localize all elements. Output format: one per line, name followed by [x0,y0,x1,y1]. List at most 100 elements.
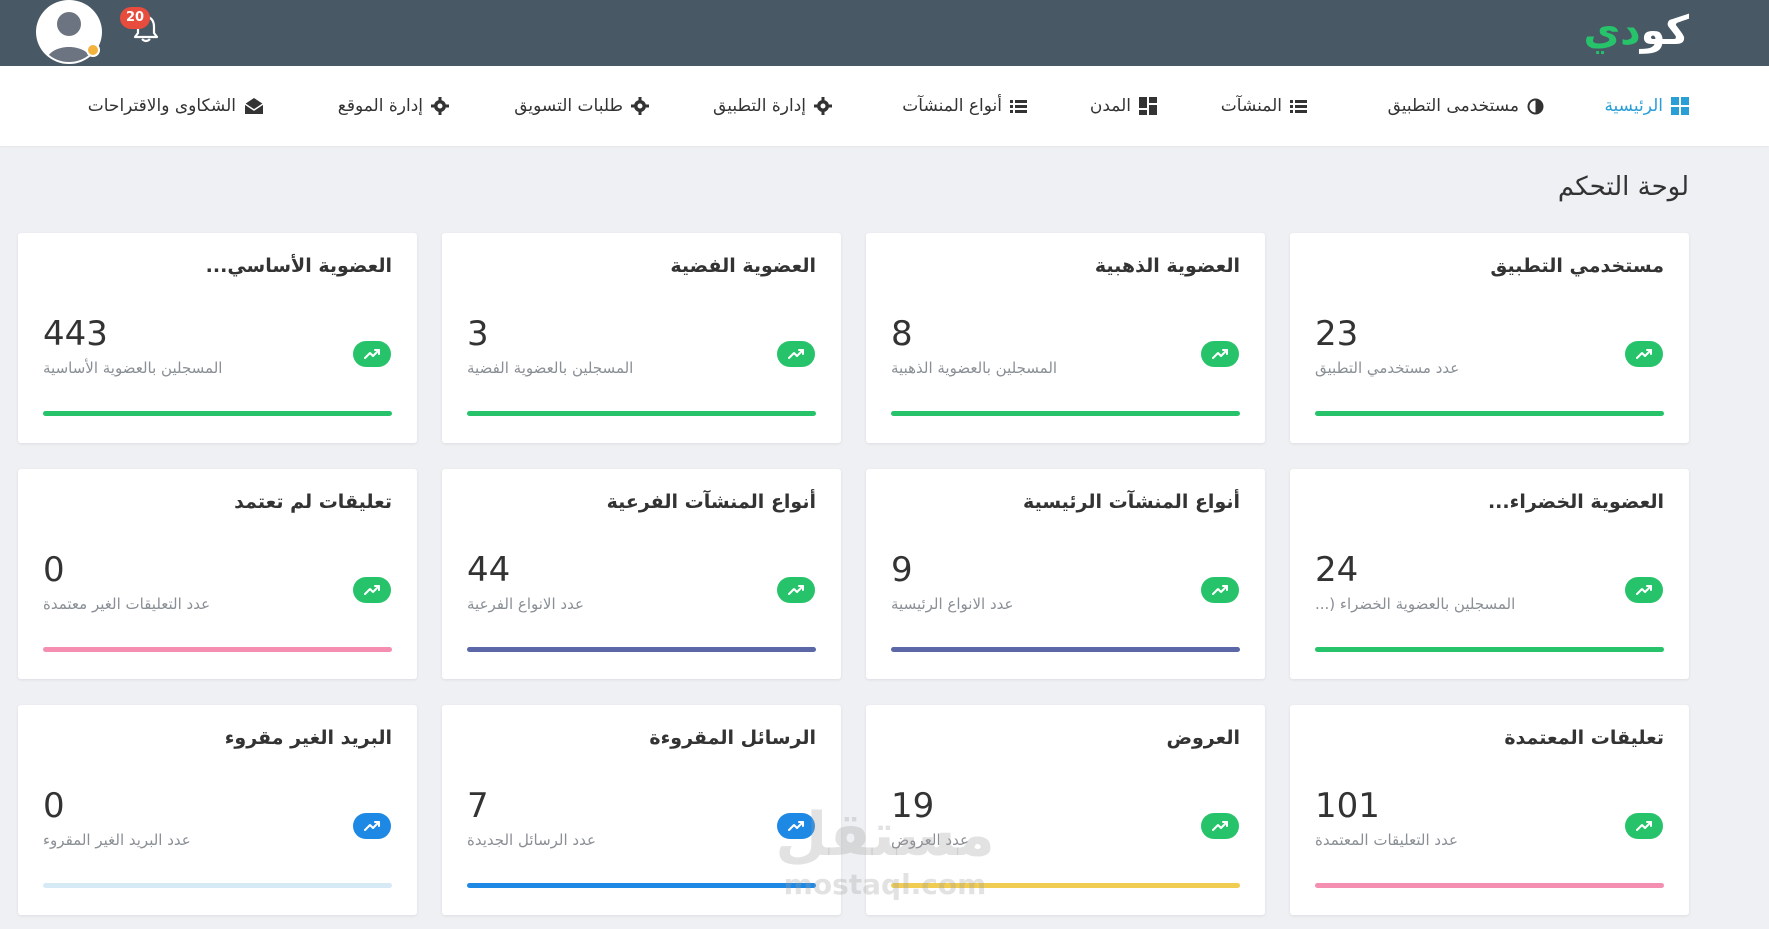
stat-card-title: أنواع المنشآت الرئيسية [1023,491,1240,513]
online-status-dot [86,43,100,57]
half-circle-icon [1527,98,1544,114]
stat-card-label: عدد التعليقات الغير معتمدة [43,595,211,613]
stat-card-title: العضوية الخضراء... [1487,491,1664,513]
nav-item-label: المنشآت [1220,96,1282,116]
trend-up-icon [353,813,391,839]
nav-item-home[interactable]: الرئيسية [1604,90,1689,122]
main-nav: الرئيسية مستخدمى التطبيق المنشآت المدن أ… [0,66,1769,146]
stat-card[interactable]: تعليقات لم تعتمد 0 عدد التعليقات الغير معت… [18,469,417,679]
stat-card-progress-bar [467,411,816,416]
nav-item-site-management[interactable]: إدارة الموقع [338,90,449,122]
stat-card-progress-bar [1315,411,1664,416]
nav-item-label: طلبات التسويق [514,96,623,116]
stat-card-label: عدد العروض [891,831,969,849]
stat-card[interactable]: العضوية الخضراء... 24 المسجلين بالعضوية ال… [1290,469,1689,679]
nav-item-cities[interactable]: المدن [1090,90,1157,122]
stat-card-label: عدد الرسائل الجديدة [467,831,596,849]
stat-card-progress-bar [891,411,1240,416]
list-icon [1290,99,1307,113]
trend-up-icon [777,577,815,603]
trend-up-icon [777,341,815,367]
stat-card[interactable]: مستخدمي التطبيق 23 عدد مستخدمي التطبيق [1290,233,1689,443]
stat-card[interactable]: البريد الغير مقروء 0 عدد البريد الغير المق… [18,705,417,915]
stat-card-progress-bar [43,883,392,888]
grid-blocks-icon [1139,97,1157,115]
stat-card-title: الرسائل المقروءة [649,727,816,749]
stat-card-title: العضوية الفضية [670,255,816,277]
user-silhouette-icon [38,2,100,62]
nav-item-complaints[interactable]: الشكاوى والاقتراحات [88,90,264,122]
trend-up-icon [777,813,815,839]
stat-card-value: 8 [891,314,913,354]
stat-card-label: عدد التعليقات المعتمدة [1315,831,1458,849]
stat-card-title: مستخدمي التطبيق [1490,255,1664,277]
logo-text-accent: دي [1583,8,1641,54]
nav-item-label: المدن [1089,96,1131,116]
stat-card[interactable]: تعليقات المعتمدة 101 عدد التعليقات المعتمد… [1290,705,1689,915]
stat-card-value: 24 [1315,550,1359,590]
trend-up-icon [1201,341,1239,367]
stat-card-label: المسجلين بالعضوية الخضراء (... [1315,595,1516,613]
stat-card-title: أنواع المنشآت الفرعية [606,491,816,513]
stat-card[interactable]: أنواع المنشآت الرئيسية 9 عدد الانواع الرئي… [866,469,1265,679]
stat-card[interactable]: العضوية الأساسي... 443 المسجلين بالعضوية ا… [18,233,417,443]
trend-up-icon [1625,341,1663,367]
stat-card-progress-bar [43,647,392,652]
stat-card-value: 7 [467,786,489,826]
page-title: لوحة التحكم [1557,172,1689,202]
nav-item-label: مستخدمى التطبيق [1387,96,1519,116]
stat-card-label: المسجلين بالعضوية الفضية [467,359,634,377]
envelope-open-icon [244,98,264,114]
stat-card-value: 101 [1315,786,1380,826]
stat-card-label: المسجلين بالعضوية الذهبية [891,359,1058,377]
gear-icon [631,97,649,115]
nav-item-facility-types[interactable]: أنواع المنشآت [902,90,1027,122]
stat-card-title: العضوية الذهبية [1094,255,1240,277]
nav-item-label: إدارة الموقع [337,96,423,116]
stat-card-title: تعليقات لم تعتمد [234,491,392,513]
nav-item-label: أنواع المنشآت [902,96,1002,116]
stat-card-value: 19 [891,786,935,826]
stat-card-value: 0 [43,550,65,590]
trend-up-icon [1625,813,1663,839]
trend-up-icon [1625,577,1663,603]
nav-item-label: إدارة التطبيق [713,96,806,116]
stat-card-value: 443 [43,314,108,354]
stat-card-value: 3 [467,314,489,354]
notification-count-badge: 20 [120,7,150,29]
stat-card-title: تعليقات المعتمدة [1504,727,1664,749]
nav-item-app-users[interactable]: مستخدمى التطبيق [1388,90,1544,122]
stat-card-progress-bar [891,883,1240,888]
stat-card-label: عدد مستخدمي التطبيق [1315,359,1460,377]
stat-card-value: 23 [1315,314,1359,354]
stat-card[interactable]: العضوية الفضية 3 المسجلين بالعضوية الفضية [442,233,841,443]
gear-icon [814,97,832,115]
top-bar: 20 كودي [0,0,1769,66]
nav-item-facilities[interactable]: المنشآت [1221,90,1307,122]
stat-card-title: العروض [1166,727,1240,749]
stat-card-progress-bar [43,411,392,416]
stat-card-progress-bar [467,647,816,652]
logo-text-main: كو [1640,8,1689,54]
stat-card-progress-bar [467,883,816,888]
dashboard-grid-icon [1671,97,1689,115]
stat-card-label: المسجلين بالعضوية الأساسية [43,359,223,377]
nav-item-app-management[interactable]: إدارة التطبيق [713,90,832,122]
stat-card[interactable]: أنواع المنشآت الفرعية 44 عدد الانواع الفرع… [442,469,841,679]
trend-up-icon [353,341,391,367]
stat-card[interactable]: العروض 19 عدد العروض [866,705,1265,915]
stat-card-label: عدد البريد الغير المقروء [43,831,191,849]
stat-card[interactable]: الرسائل المقروءة 7 عدد الرسائل الجديدة [442,705,841,915]
stat-card-label: عدد الانواع الفرعية [467,595,584,613]
app-logo[interactable]: كودي [1583,6,1689,56]
trend-up-icon [1201,577,1239,603]
nav-item-label: الشكاوى والاقتراحات [87,96,236,116]
user-avatar[interactable] [36,0,102,64]
stat-card-title: العضوية الأساسي... [205,255,392,277]
stat-card-value: 9 [891,550,913,590]
trend-up-icon [353,577,391,603]
stat-card[interactable]: العضوية الذهبية 8 المسجلين بالعضوية الذهبي… [866,233,1265,443]
stat-card-progress-bar [1315,883,1664,888]
nav-item-marketing-requests[interactable]: طلبات التسويق [514,90,649,122]
stat-card-label: عدد الانواع الرئيسية [891,595,1014,613]
